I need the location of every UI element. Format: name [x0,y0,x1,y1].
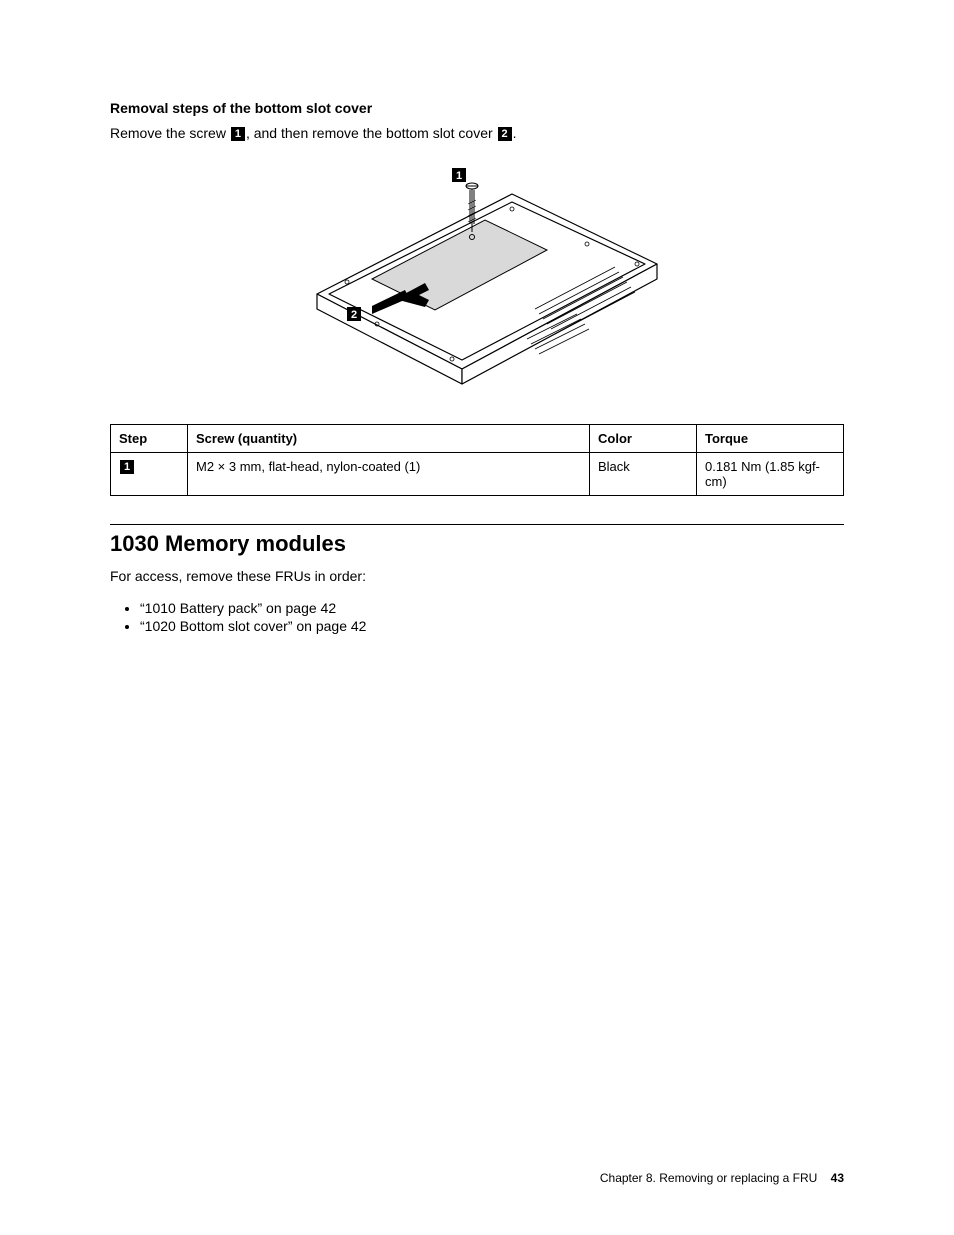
row-torque: 0.181 Nm (1.85 kgf-cm) [697,452,844,495]
svg-text:2: 2 [351,309,357,321]
diagram-callout-2: 2 [347,307,361,321]
page-footer: Chapter 8. Removing or replacing a FRU 4… [110,1171,844,1185]
th-step: Step [111,424,188,452]
table-row: 1 M2 × 3 mm, flat-head, nylon-coated (1)… [111,452,844,495]
th-screw: Screw (quantity) [188,424,590,452]
instruction-text-mid: , and then remove the bottom slot cover [246,125,497,141]
th-color: Color [590,424,697,452]
diagram-callout-1: 1 [452,168,466,182]
list-item: “1010 Battery pack” on page 42 [140,600,844,616]
svg-text:1: 1 [456,170,462,182]
footer-chapter: Chapter 8. Removing or replacing a FRU [600,1171,817,1185]
section-divider [110,524,844,525]
footer-page-number: 43 [831,1171,844,1185]
callout-badge-2: 2 [498,127,512,141]
removal-steps-heading: Removal steps of the bottom slot cover [110,100,844,116]
fru-intro: For access, remove these FRUs in order: [110,567,844,587]
instruction-text-post: . [513,125,517,141]
row-screw: M2 × 3 mm, flat-head, nylon-coated (1) [188,452,590,495]
th-torque: Torque [697,424,844,452]
screw-spec-table: Step Screw (quantity) Color Torque 1 M2 … [110,424,844,496]
list-item: “1020 Bottom slot cover” on page 42 [140,618,844,634]
row-color: Black [590,452,697,495]
memory-modules-title: 1030 Memory modules [110,531,844,557]
bottom-cover-diagram: 1 2 [277,164,677,404]
instruction-text-pre: Remove the screw [110,125,230,141]
fru-list: “1010 Battery pack” on page 42 “1020 Bot… [110,600,844,636]
callout-badge-1: 1 [231,127,245,141]
removal-instruction: Remove the screw 1, and then remove the … [110,124,844,144]
row-step-badge: 1 [120,460,134,474]
